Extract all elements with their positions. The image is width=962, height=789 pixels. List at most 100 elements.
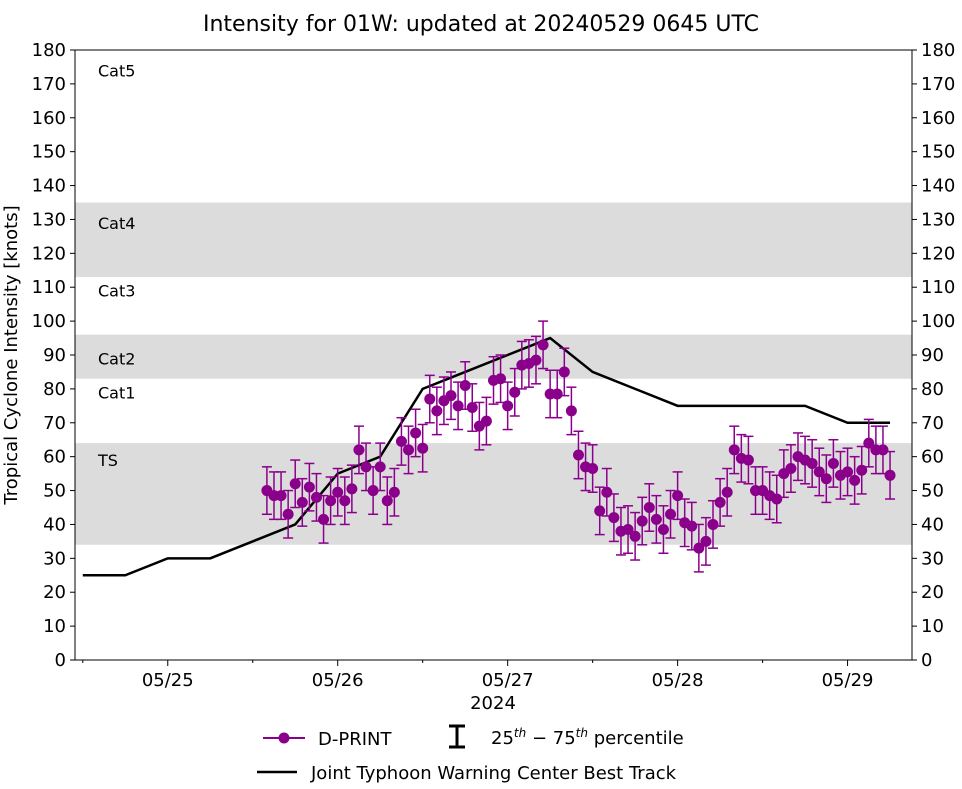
dprint-point <box>707 518 719 530</box>
dprint-point <box>565 405 577 417</box>
y-tick-label-right: 100 <box>921 311 955 332</box>
dprint-point <box>388 486 400 498</box>
dprint-point <box>466 402 478 414</box>
y-tick-label-right: 30 <box>921 548 944 569</box>
dprint-point <box>827 457 839 469</box>
y-tick-label: 0 <box>55 650 66 671</box>
dprint-point <box>332 486 344 498</box>
y-tick-label-right: 140 <box>921 176 955 197</box>
x-tick-label: 05/27 <box>482 670 534 691</box>
dprint-point <box>410 427 422 439</box>
y-tick-label-right: 160 <box>921 108 955 129</box>
y-axis-label: Tropical Cyclone Intensity [knots] <box>1 205 22 505</box>
dprint-point <box>813 466 825 478</box>
dprint-point <box>594 505 606 517</box>
dprint-point <box>417 442 429 454</box>
dprint-point <box>431 405 443 417</box>
legend-errorbar-icon <box>449 724 465 749</box>
legend-best-track-label: Joint Typhoon Warning Center Best Track <box>310 763 677 784</box>
y-tick-label-right: 130 <box>921 209 955 230</box>
dprint-point <box>650 513 662 525</box>
axis-ticks: 0 0 10 10 20 20 30 30 40 40 50 50 60 60 70 70 80 80 90 90 10… <box>32 40 956 691</box>
dprint-point <box>856 464 868 476</box>
dprint-point <box>842 466 854 478</box>
y-tick-label-right: 80 <box>921 379 944 400</box>
dprint-point <box>714 496 726 508</box>
dprint-point <box>771 493 783 505</box>
dprint-point <box>445 390 457 402</box>
dprint-point <box>360 461 372 473</box>
dprint-point <box>480 415 492 427</box>
dprint-point <box>381 495 393 507</box>
dprint-point <box>742 454 754 466</box>
category-label-cat3: Cat3 <box>98 282 135 301</box>
y-tick-label: 20 <box>43 582 66 603</box>
y-tick-label: 100 <box>32 311 66 332</box>
x-axis-label: 2024 <box>470 693 516 714</box>
dprint-point <box>452 400 464 412</box>
dprint-point <box>558 366 570 378</box>
y-tick-label-right: 180 <box>921 40 955 61</box>
dprint-point <box>325 495 337 507</box>
y-tick-label: 120 <box>32 243 66 264</box>
dprint-point <box>502 400 514 412</box>
dprint-point <box>303 481 315 493</box>
dprint-point <box>318 513 330 525</box>
dprint-point <box>693 542 705 554</box>
y-tick-label: 60 <box>43 447 66 468</box>
dprint-point <box>587 463 599 475</box>
x-tick-label: 05/29 <box>822 670 874 691</box>
y-tick-label-right: 120 <box>921 243 955 264</box>
dprint-point <box>346 483 358 495</box>
legend: D-PRINT 25th − 75th percentile Joint Typ… <box>257 724 684 784</box>
legend-dprint-label: D-PRINT <box>318 729 392 750</box>
y-tick-label-right: 50 <box>921 481 944 502</box>
best-track-series <box>82 336 891 577</box>
legend-dprint-marker <box>278 732 290 744</box>
dprint-point <box>629 530 641 542</box>
y-tick-label-right: 60 <box>921 447 944 468</box>
plot-frame <box>74 49 913 661</box>
x-tick-label: 05/28 <box>652 670 704 691</box>
dprint-point <box>636 515 648 527</box>
dprint-point <box>509 386 521 398</box>
x-tick-label: 05/26 <box>312 670 364 691</box>
dprint-point <box>643 502 655 513</box>
dprint-point <box>785 463 797 475</box>
y-tick-label: 110 <box>32 277 66 298</box>
y-tick-label: 170 <box>32 74 66 95</box>
category-label-cat2: Cat2 <box>98 349 135 368</box>
y-tick-label: 140 <box>32 176 66 197</box>
dprint-series <box>261 320 896 573</box>
dprint-point <box>728 444 740 456</box>
legend-percentile-label: 25th − 75th percentile <box>491 726 684 749</box>
dprint-point <box>339 495 351 507</box>
dprint-point <box>820 473 832 485</box>
dprint-point <box>495 373 507 385</box>
y-tick-label: 130 <box>32 209 66 230</box>
y-tick-label: 30 <box>43 548 66 569</box>
y-tick-label-right: 0 <box>921 650 932 671</box>
dprint-point <box>282 508 294 520</box>
dprint-point <box>367 485 379 497</box>
y-tick-label: 160 <box>32 108 66 129</box>
dprint-point <box>403 444 415 456</box>
y-tick-label-right: 110 <box>921 277 955 298</box>
best-track-line <box>82 336 891 577</box>
dprint-point <box>700 535 712 547</box>
dprint-point <box>806 457 818 469</box>
dprint-point <box>657 524 669 536</box>
dprint-point <box>353 444 365 456</box>
y-tick-label-right: 20 <box>921 582 944 603</box>
dprint-point <box>551 388 563 400</box>
y-tick-label: 80 <box>43 379 66 400</box>
dprint-point <box>665 508 677 520</box>
dprint-point <box>849 474 861 486</box>
category-band-ts <box>75 443 912 545</box>
dprint-point <box>601 486 613 498</box>
dprint-point <box>424 393 436 405</box>
dprint-point <box>374 461 386 473</box>
dprint-point <box>530 354 542 366</box>
dprint-point <box>459 380 471 391</box>
